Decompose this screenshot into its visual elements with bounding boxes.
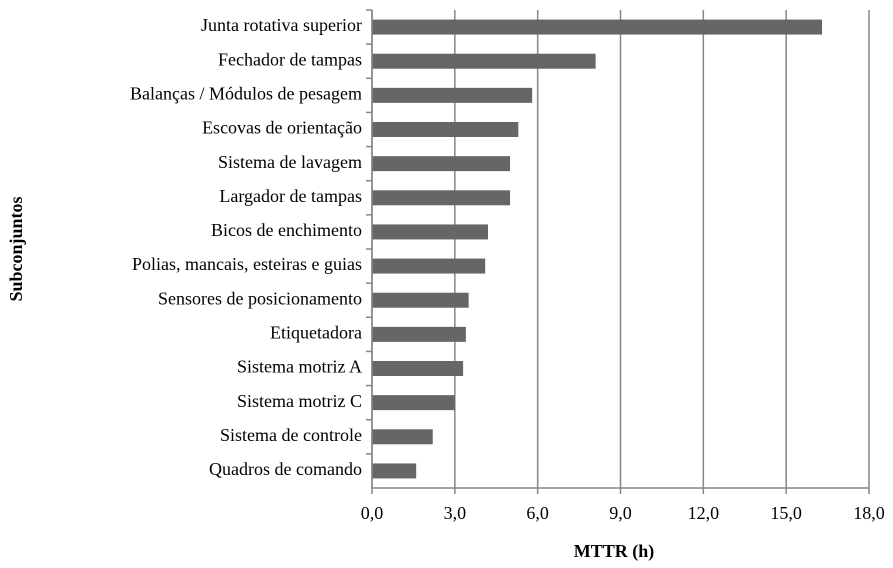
bar [372, 395, 455, 411]
bar [372, 53, 596, 69]
bar [372, 463, 417, 479]
bar [372, 87, 533, 103]
y-tick-label: Sistema motriz A [237, 357, 362, 377]
y-tick-label: Largador de tampas [219, 186, 362, 206]
bar [372, 326, 466, 342]
bar [372, 122, 519, 137]
y-tick-label: Fechador de tampas [218, 49, 362, 69]
x-tick-label: 15,0 [770, 503, 802, 523]
bar [372, 429, 433, 445]
y-axis-label: Subconjuntos [6, 196, 26, 301]
x-tick-label: 0,0 [361, 503, 384, 523]
x-tick-label: 6,0 [526, 503, 549, 523]
x-tick-label: 3,0 [444, 503, 467, 523]
bar [372, 190, 511, 206]
y-tick-label: Polias, mancais, esteiras e guias [132, 254, 362, 274]
y-tick-label: Escovas de orientação [202, 118, 362, 138]
y-tick-label: Junta rotativa superior [201, 15, 362, 35]
x-axis-label: MTTR (h) [574, 541, 655, 562]
x-tick-label: 18,0 [853, 503, 885, 523]
bar [372, 361, 464, 376]
y-tick-label: Sistema de controle [220, 425, 362, 445]
y-tick-label: Balanças / Módulos de pesagem [130, 83, 362, 103]
y-tick-label: Bicos de enchimento [211, 220, 362, 240]
y-tick-label: Etiquetadora [270, 322, 362, 342]
bar [372, 224, 488, 240]
y-tick-label: Sistema motriz C [237, 391, 362, 411]
bar [372, 19, 823, 35]
y-tick-label: Quadros de comando [209, 459, 362, 479]
bar [372, 258, 486, 274]
x-tick-label: 9,0 [609, 503, 632, 523]
bar [372, 292, 469, 308]
y-tick-label: Sistema de lavagem [218, 152, 362, 172]
bar [372, 156, 511, 172]
y-tick-label: Sensores de posicionamento [158, 288, 362, 308]
x-tick-label: 12,0 [688, 503, 720, 523]
